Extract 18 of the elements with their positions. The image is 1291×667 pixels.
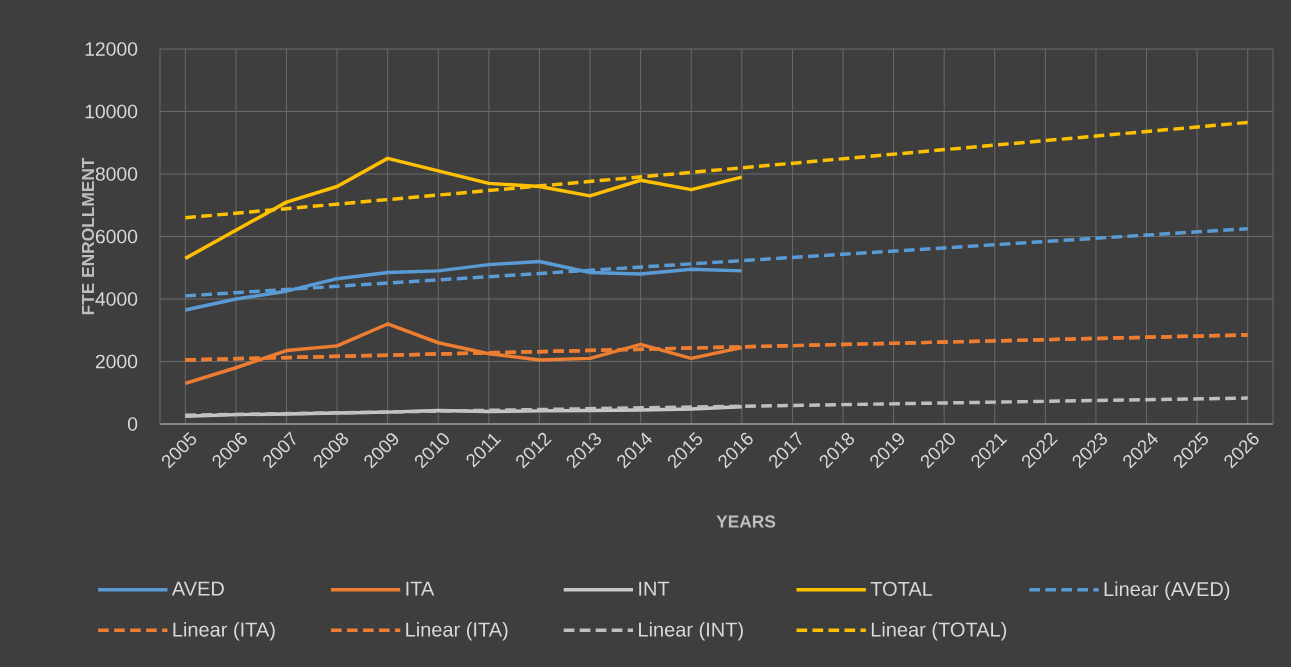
x-axis-title: YEARS — [716, 515, 776, 528]
legend-label: INT — [639, 581, 670, 596]
legend-label: Linear (AVED) — [1104, 581, 1230, 601]
y-tick-label: 10000 — [85, 104, 138, 119]
y-tick-label: 4000 — [95, 292, 138, 306]
y-tick-label: 0 — [127, 417, 138, 431]
y-tick-label: 2000 — [95, 354, 138, 369]
legend-label: Linear (ITA) — [406, 621, 508, 641]
y-tick-label: 6000 — [95, 229, 138, 244]
legend-label: Linear (INT) — [639, 621, 743, 641]
legend-label: Linear (ITA) — [173, 621, 275, 641]
legend-label: ITA — [406, 581, 435, 596]
legend-label: Linear (TOTAL) — [871, 621, 1007, 641]
legend-label: TOTAL — [870, 581, 933, 596]
y-axis-title: FTE ENROLLMENT — [81, 157, 95, 315]
y-tick-label: 12000 — [85, 42, 138, 56]
legend-label: AVED — [171, 581, 224, 596]
y-tick-label: 8000 — [95, 167, 138, 181]
